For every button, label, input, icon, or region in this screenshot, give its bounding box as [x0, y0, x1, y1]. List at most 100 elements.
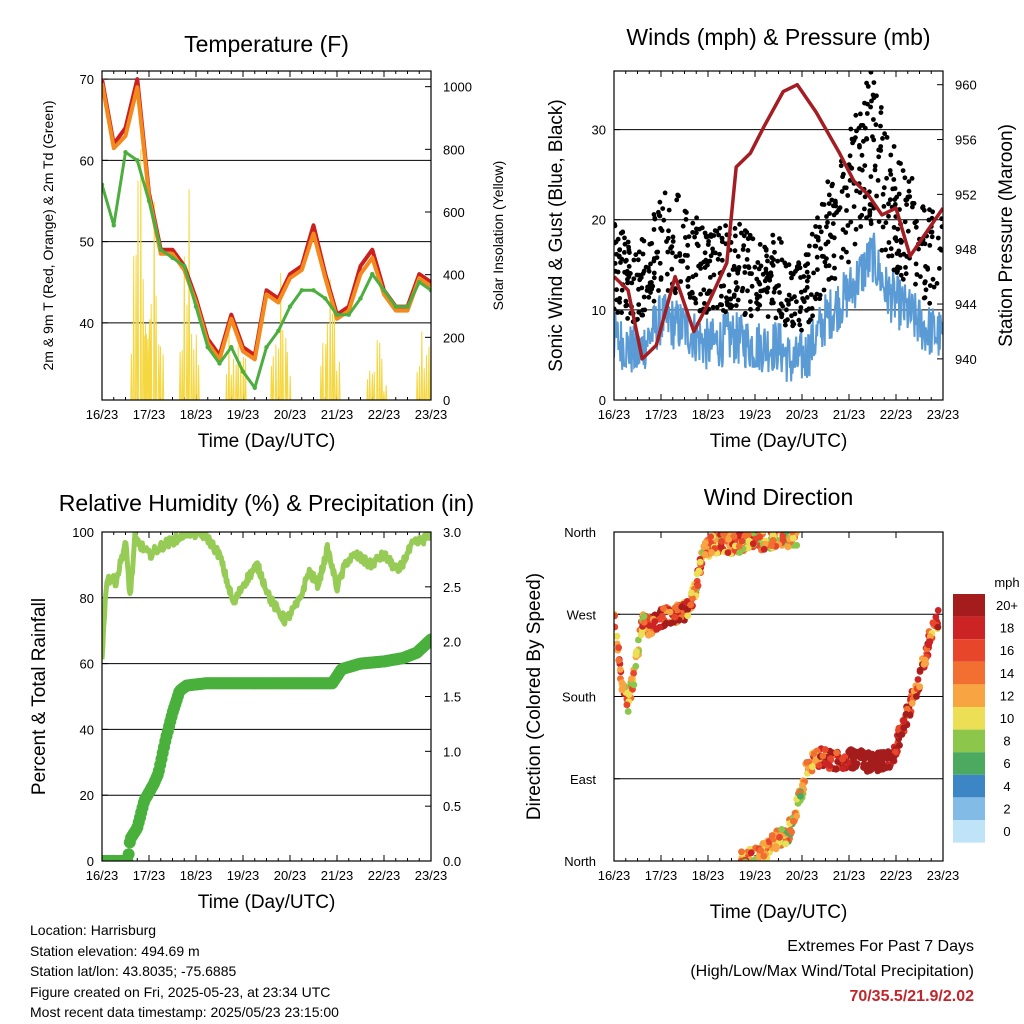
wind-gust-point: [864, 80, 869, 86]
x-axis-title: Time (Day/UTC): [710, 902, 848, 923]
wind-gust-point: [906, 188, 912, 194]
colorbar-swatch: [953, 729, 985, 753]
dewpoint-point: [146, 198, 152, 204]
wind-gust-point: [680, 223, 686, 229]
direction-point: [747, 849, 755, 857]
wind-gust-point: [831, 253, 837, 259]
wind-gust-point: [868, 71, 874, 75]
direction-point: [879, 765, 887, 773]
wind-gust-point: [670, 250, 675, 256]
humidity-plot-area: [102, 532, 431, 861]
direction-point: [900, 717, 908, 725]
wind-gust-point: [674, 197, 680, 203]
x-tick-label: 18/23: [180, 868, 213, 883]
y2-tick-label: 952: [955, 187, 977, 202]
direction-point: [760, 532, 767, 535]
wind-gust-point: [805, 261, 811, 267]
wind-gust-point: [906, 179, 912, 185]
extremes-values: 70/35.5/21.9/2.02: [849, 988, 974, 1005]
direction-point: [625, 691, 633, 698]
wind-gust-point: [658, 226, 663, 231]
wind-gust-point: [837, 205, 843, 211]
wind-gust-point: [797, 309, 803, 315]
wind-gust-point: [733, 233, 738, 239]
wind-gust-point: [794, 299, 799, 305]
y2-tick-label: 1.0: [443, 744, 461, 759]
y2-tick-label: 0: [443, 393, 450, 408]
wind-gust-point: [884, 135, 890, 140]
wind-gust-point: [702, 250, 708, 256]
wind-gust-point: [851, 204, 857, 210]
wind-gust-point: [625, 316, 630, 321]
wind-gust-point: [685, 242, 691, 248]
wind-gust-point: [715, 256, 721, 262]
direction-point: [848, 764, 855, 772]
wind-gust-point: [764, 289, 770, 295]
elevation-text: Station elevation: 494.69 m: [30, 942, 200, 959]
dewpoint-point: [393, 304, 398, 309]
x-tick-label: 20/23: [786, 868, 819, 883]
wind-gust-point: [786, 301, 791, 307]
insolation-trace: [179, 189, 200, 400]
wind-gust-point: [815, 237, 821, 243]
wind-gust-point: [670, 239, 676, 244]
wind-gust-point: [859, 212, 865, 218]
wind-gust-point: [651, 212, 657, 217]
wind-gust-point: [913, 281, 918, 287]
direction-point: [934, 623, 942, 631]
y-tick-label: 50: [80, 235, 94, 250]
direction-point: [720, 532, 728, 538]
wind-gust-point: [779, 312, 785, 317]
wind-gust-point: [823, 241, 829, 247]
x-tick-label: 19/23: [227, 407, 260, 422]
direction-point: [696, 558, 704, 566]
y-tick-label: 40: [80, 722, 94, 737]
wind-gust-point: [742, 270, 748, 275]
wind-gust-point: [786, 262, 792, 268]
wind-gust-point: [695, 243, 701, 249]
direction-point: [827, 755, 834, 763]
wind-gust-point: [744, 257, 750, 262]
wind-gust-point: [871, 95, 877, 101]
y-tick-label: 80: [80, 591, 94, 606]
wind-gust-point: [721, 283, 727, 289]
wind-gust-point: [772, 249, 777, 255]
y-tick-label: 100: [72, 525, 94, 540]
wind-gust-point: [922, 279, 928, 284]
wind-gust-point: [645, 284, 650, 290]
wind-gust-point: [629, 280, 635, 286]
wind-gust-point: [714, 228, 720, 234]
direction-point: [768, 542, 775, 549]
wind-gust-point: [862, 194, 868, 200]
y2-tick-label: 940: [955, 352, 977, 367]
wind-gust-point: [746, 264, 751, 269]
wind-gust-point: [767, 277, 773, 283]
wind-gust-point: [665, 249, 671, 255]
wind-gust-point: [898, 161, 903, 166]
dewpoint-point: [311, 288, 316, 293]
direction-point: [678, 603, 686, 611]
y2-tick-label: 2.0: [443, 635, 461, 650]
direction-point: [725, 536, 732, 543]
wind-gust-point: [858, 111, 863, 117]
y-tick-label: 70: [80, 72, 94, 87]
direction-point: [839, 755, 846, 763]
x-tick-label: 23/23: [415, 407, 448, 422]
wind-gust-point: [641, 268, 647, 274]
direction-point: [870, 759, 877, 767]
direction-point: [769, 536, 777, 544]
wind-gust-point: [682, 252, 688, 258]
wind-gust-point: [662, 190, 668, 196]
direction-point: [778, 826, 785, 833]
dewpoint-point: [370, 271, 375, 277]
wind-gust-point: [892, 202, 898, 207]
wind-gust-point: [658, 277, 664, 282]
wind-gust-point: [691, 295, 697, 301]
wind-gust-point: [698, 266, 703, 271]
dewpoint-point: [405, 304, 410, 309]
wind-gust-point: [694, 230, 699, 236]
y2-tick-label: 2.5: [443, 580, 461, 595]
wind-gust-point: [733, 303, 739, 308]
wind-gust-point: [615, 236, 621, 242]
direction-point: [793, 541, 801, 549]
